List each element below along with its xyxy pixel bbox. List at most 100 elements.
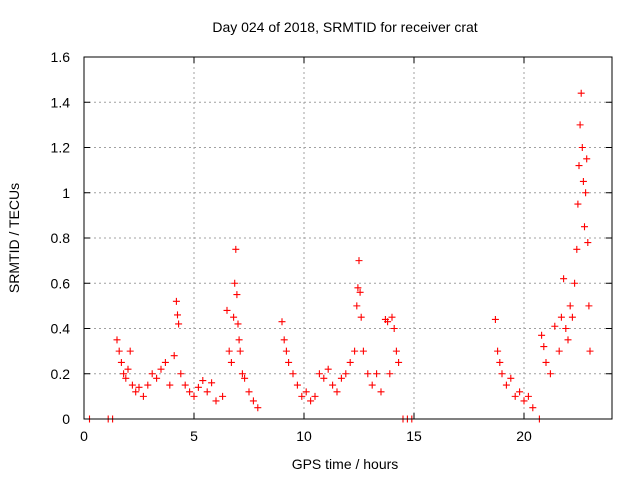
data-point	[233, 291, 241, 299]
data-point	[124, 365, 132, 373]
data-point	[582, 189, 590, 197]
data-point	[386, 370, 394, 378]
data-point	[113, 336, 121, 344]
data-point	[186, 388, 194, 396]
data-point	[390, 325, 398, 332]
data-point	[498, 370, 506, 378]
data-point	[148, 370, 156, 378]
chart-title: Day 024 of 2018, SRMTID for receiver cra…	[212, 19, 477, 35]
data-point	[139, 392, 147, 400]
data-point	[353, 302, 361, 310]
data-point	[231, 279, 239, 287]
data-point	[566, 302, 574, 310]
grid-lines	[84, 57, 612, 419]
data-point	[557, 313, 565, 321]
data-point	[342, 370, 350, 378]
data-point	[540, 343, 548, 351]
data-point	[241, 374, 249, 382]
data-point	[132, 388, 140, 396]
data-point	[520, 397, 528, 405]
data-point	[502, 381, 510, 389]
data-point	[564, 336, 572, 344]
data-point	[542, 358, 550, 366]
data-point	[584, 239, 592, 247]
data-point	[574, 200, 582, 208]
x-axis-label: GPS time / hours	[292, 456, 399, 472]
data-point	[307, 397, 315, 405]
y-tick-label: 1.6	[51, 49, 71, 65]
data-point	[578, 144, 586, 151]
data-point	[586, 347, 594, 355]
data-point	[245, 388, 253, 396]
data-point	[128, 381, 136, 389]
data-point	[560, 275, 568, 283]
data-point	[311, 392, 319, 400]
data-point	[280, 336, 288, 344]
data-point	[190, 392, 198, 400]
data-points	[86, 89, 594, 423]
data-point	[234, 320, 242, 328]
data-point	[357, 313, 365, 321]
data-point	[388, 313, 396, 321]
data-point	[329, 381, 337, 389]
data-point	[571, 279, 579, 287]
data-point	[238, 370, 246, 378]
data-point	[199, 377, 207, 385]
x-tick-label: 15	[406, 428, 422, 444]
data-point	[538, 331, 546, 339]
data-point	[511, 392, 519, 400]
data-point	[115, 347, 123, 355]
data-point	[174, 311, 181, 319]
y-tick-label: 1	[62, 185, 70, 201]
x-tick-label: 10	[296, 428, 312, 444]
data-point	[364, 370, 372, 378]
data-point	[302, 388, 310, 396]
data-point	[122, 374, 130, 382]
x-tick-label: 5	[190, 428, 198, 444]
data-point	[298, 392, 306, 400]
data-point	[181, 381, 189, 389]
data-point	[355, 257, 363, 265]
data-point	[117, 358, 125, 366]
data-point	[359, 347, 367, 355]
data-point	[377, 388, 385, 396]
data-point	[278, 318, 286, 326]
y-axis-label: SRMTID / TECUs	[6, 183, 22, 293]
data-point	[208, 379, 216, 387]
data-point	[166, 381, 174, 389]
data-point	[315, 370, 323, 378]
data-point	[494, 347, 502, 355]
data-point	[581, 223, 588, 231]
data-point	[555, 347, 563, 355]
data-point	[491, 315, 499, 323]
data-point	[235, 336, 243, 344]
data-point	[175, 320, 183, 328]
data-point	[546, 370, 554, 378]
axis-ticks: 0 5 10 15 20 0 0.2 0.4 0.6 0.8 1 1.2 1.4 1.6	[51, 49, 612, 444]
data-point	[551, 322, 559, 330]
data-point	[135, 383, 143, 391]
data-point	[573, 245, 581, 253]
data-point	[293, 381, 301, 389]
data-point	[282, 347, 290, 355]
data-point	[395, 358, 403, 366]
data-point	[223, 306, 231, 314]
data-point	[568, 313, 576, 321]
y-tick-label: 0.4	[51, 321, 71, 337]
data-point	[583, 155, 591, 163]
plot-frame	[83, 56, 613, 420]
data-point	[392, 347, 400, 355]
data-point	[170, 352, 178, 360]
data-point	[585, 302, 593, 310]
data-point	[516, 388, 524, 396]
data-point	[249, 397, 257, 405]
data-point	[203, 388, 211, 396]
x-tick-label: 0	[80, 428, 88, 444]
y-tick-label: 1.2	[51, 140, 71, 156]
data-point	[177, 370, 185, 378]
y-tick-label: 0	[62, 411, 70, 427]
data-point	[576, 121, 584, 129]
data-point	[562, 325, 570, 332]
data-point	[354, 284, 362, 292]
y-tick-label: 1.4	[51, 94, 71, 110]
